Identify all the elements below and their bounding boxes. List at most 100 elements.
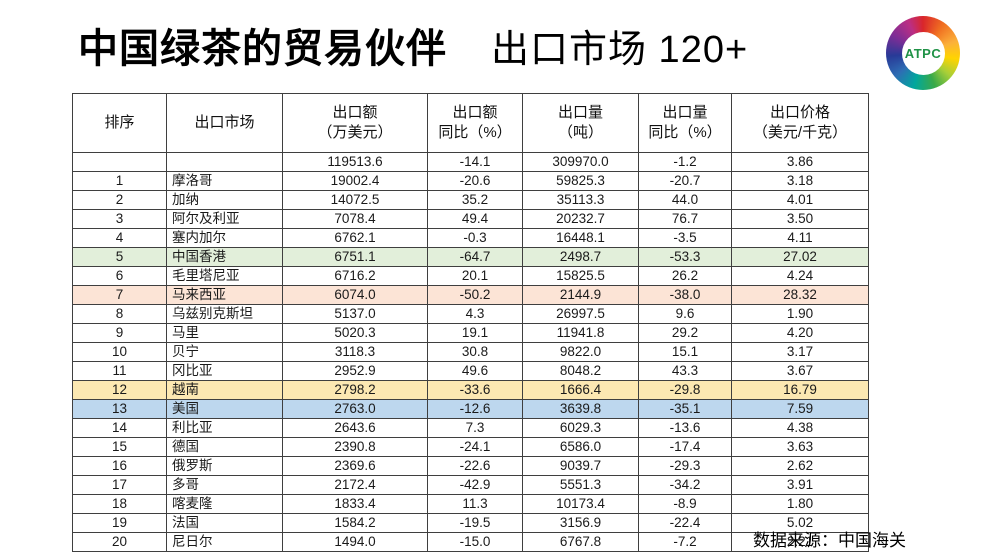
rank-cell: 10 (72, 342, 167, 362)
export-value-cell: 2798.2 (282, 380, 428, 400)
export-price-cell: 4.24 (731, 266, 869, 286)
export-volume-cell: 11941.8 (522, 323, 639, 343)
export-value-cell: 14072.5 (282, 190, 428, 210)
table-row: 20 尼日尔 1494.0 -15.0 6767.8 -7.2 2.21 (72, 532, 869, 552)
trade-partners-table: 排序 出口市场 出口额 （万美元） 出口额 同比（%） 出口量 （吨） 出口量 同比（%） 出口价格… (72, 93, 869, 552)
rank-cell: 16 (72, 456, 167, 476)
table-row: 16 俄罗斯 2369.6 -22.6 9039.7 -29.3 2.62 (72, 456, 869, 476)
column-header: 出口量 （吨） (522, 93, 639, 153)
export-volume-yoy-cell: 9.6 (638, 304, 732, 324)
export-volume-cell: 59825.3 (522, 171, 639, 191)
export-value-cell: 6751.1 (282, 247, 428, 267)
export-value-yoy-cell: -42.9 (427, 475, 523, 495)
export-price-cell: 3.86 (731, 152, 869, 172)
export-volume-yoy-cell: -3.5 (638, 228, 732, 248)
market-cell: 尼日尔 (166, 532, 283, 552)
table-row: 15 德国 2390.8 -24.1 6586.0 -17.4 3.63 (72, 437, 869, 457)
export-price-cell: 7.59 (731, 399, 869, 419)
rank-cell: 5 (72, 247, 167, 267)
export-value-yoy-cell: 30.8 (427, 342, 523, 362)
export-volume-yoy-cell: -34.2 (638, 475, 732, 495)
market-cell: 喀麦隆 (166, 494, 283, 514)
table-body: 119513.6 -14.1 309970.0 -1.2 3.86 1 摩洛哥 19002.4… (72, 152, 869, 552)
export-volume-cell: 26997.5 (522, 304, 639, 324)
export-value-cell: 2172.4 (282, 475, 428, 495)
table-row: 18 喀麦隆 1833.4 11.3 10173.4 -8.9 1.80 (72, 494, 869, 514)
column-header: 出口量 同比（%） (638, 93, 732, 153)
export-price-cell: 3.67 (731, 361, 869, 381)
column-header: 出口额 （万美元） (282, 93, 428, 153)
export-volume-cell: 10173.4 (522, 494, 639, 514)
export-price-cell: 4.11 (731, 228, 869, 248)
export-volume-yoy-cell: -35.1 (638, 399, 732, 419)
market-cell: 俄罗斯 (166, 456, 283, 476)
export-value-cell: 1584.2 (282, 513, 428, 533)
export-value-cell: 7078.4 (282, 209, 428, 229)
column-header: 出口价格 （美元/千克） (731, 93, 869, 153)
slide-subtitle: 出口市场 120+ (491, 29, 749, 71)
column-header: 排序 (72, 93, 167, 153)
export-volume-yoy-cell: 15.1 (638, 342, 732, 362)
export-volume-yoy-cell: -22.4 (638, 513, 732, 533)
export-volume-yoy-cell: -20.7 (638, 171, 732, 191)
export-volume-yoy-cell: -53.3 (638, 247, 732, 267)
export-volume-cell: 1666.4 (522, 380, 639, 400)
export-value-yoy-cell: -14.1 (427, 152, 523, 172)
table-row: 119513.6 -14.1 309970.0 -1.2 3.86 (72, 152, 869, 172)
export-price-cell: 2.62 (731, 456, 869, 476)
slide-title: 中国绿茶的贸易伙伴 (78, 27, 447, 71)
rank-cell: 14 (72, 418, 167, 438)
table-row: 14 利比亚 2643.6 7.3 6029.3 -13.6 4.38 (72, 418, 869, 438)
export-value-yoy-cell: -19.5 (427, 513, 523, 533)
market-cell: 摩洛哥 (166, 171, 283, 191)
market-cell: 冈比亚 (166, 361, 283, 381)
export-value-yoy-cell: -22.6 (427, 456, 523, 476)
market-cell: 马里 (166, 323, 283, 343)
table-row: 17 多哥 2172.4 -42.9 5551.3 -34.2 3.91 (72, 475, 869, 495)
export-volume-cell: 6767.8 (522, 532, 639, 552)
table-row: 19 法国 1584.2 -19.5 3156.9 -22.4 5.02 (72, 513, 869, 533)
export-volume-cell: 6586.0 (522, 437, 639, 457)
export-value-yoy-cell: -33.6 (427, 380, 523, 400)
export-value-yoy-cell: 19.1 (427, 323, 523, 343)
export-price-cell: 16.79 (731, 380, 869, 400)
rank-cell: 18 (72, 494, 167, 514)
table-row: 1 摩洛哥 19002.4 -20.6 59825.3 -20.7 3.18 (72, 171, 869, 191)
column-header: 出口市场 (166, 93, 283, 153)
rank-cell: 17 (72, 475, 167, 495)
rank-cell: 7 (72, 285, 167, 305)
export-volume-cell: 16448.1 (522, 228, 639, 248)
table-row: 2 加纳 14072.5 35.2 35113.3 44.0 4.01 (72, 190, 869, 210)
table-row: 4 塞内加尔 6762.1 -0.3 16448.1 -3.5 4.11 (72, 228, 869, 248)
rank-cell: 13 (72, 399, 167, 419)
export-volume-cell: 2498.7 (522, 247, 639, 267)
rank-cell: 3 (72, 209, 167, 229)
export-volume-yoy-cell: 26.2 (638, 266, 732, 286)
export-value-yoy-cell: 35.2 (427, 190, 523, 210)
export-value-cell: 6762.1 (282, 228, 428, 248)
export-value-cell: 6074.0 (282, 285, 428, 305)
market-cell: 法国 (166, 513, 283, 533)
rank-cell: 15 (72, 437, 167, 457)
market-cell: 乌兹别克斯坦 (166, 304, 283, 324)
market-cell: 毛里塔尼亚 (166, 266, 283, 286)
export-volume-cell: 9822.0 (522, 342, 639, 362)
export-volume-yoy-cell: -13.6 (638, 418, 732, 438)
export-value-yoy-cell: -0.3 (427, 228, 523, 248)
export-volume-cell: 20232.7 (522, 209, 639, 229)
export-value-cell: 6716.2 (282, 266, 428, 286)
export-volume-cell: 9039.7 (522, 456, 639, 476)
market-cell: 马来西亚 (166, 285, 283, 305)
export-volume-cell: 15825.5 (522, 266, 639, 286)
rank-cell: 8 (72, 304, 167, 324)
export-volume-yoy-cell: 43.3 (638, 361, 732, 381)
export-value-yoy-cell: -15.0 (427, 532, 523, 552)
market-cell: 塞内加尔 (166, 228, 283, 248)
export-value-yoy-cell: 49.4 (427, 209, 523, 229)
export-value-yoy-cell: 7.3 (427, 418, 523, 438)
market-cell: 加纳 (166, 190, 283, 210)
rank-cell: 9 (72, 323, 167, 343)
atpc-logo-text: ATPC (901, 31, 945, 75)
table-row: 11 冈比亚 2952.9 49.6 8048.2 43.3 3.67 (72, 361, 869, 381)
